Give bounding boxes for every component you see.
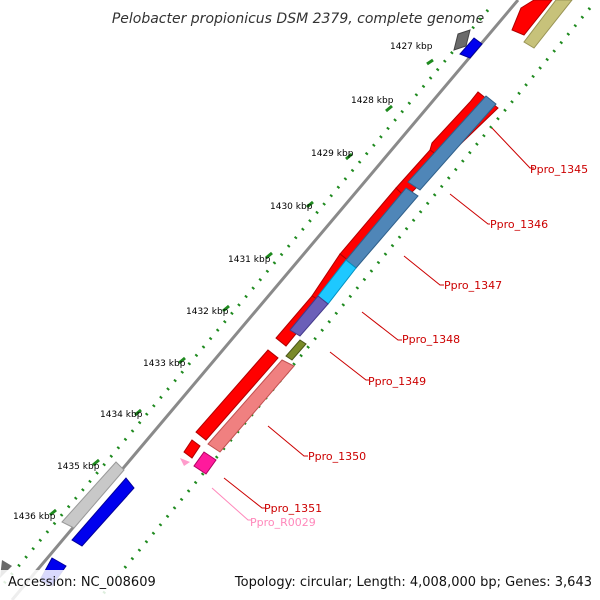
tick-mark [426,58,434,66]
kbp-label: 1434 kbp [100,410,143,420]
gene-feature[interactable] [195,349,279,441]
outer-dotted-ring [0,9,490,589]
gene-leaders [211,127,534,521]
genome-summary-text: Topology: circular; Length: 4,008,000 bp… [234,575,592,590]
kbp-label: 1436 kbp [13,512,56,522]
gene-label[interactable]: Ppro_1348 [402,333,460,346]
kbp-label: 1431 kbp [228,255,271,265]
tick-mark [49,508,57,517]
leader-line [329,351,370,381]
gene-feature[interactable] [180,458,190,466]
kbp-label: 1430 kbp [270,202,313,212]
gene-feature[interactable] [285,339,307,361]
gene-label[interactable]: Ppro_1345 [530,163,588,176]
leader-line [491,127,534,169]
leader-line [361,311,402,341]
tick-mark [265,251,273,260]
gene-feature[interactable] [207,359,295,453]
gene-feature[interactable] [511,0,553,36]
gene-label[interactable]: Ppro_1351 [264,502,322,515]
tick-mark [222,304,230,313]
kbp-label: 1429 kbp [311,149,354,159]
leader-line [403,255,444,286]
gene-feature[interactable] [183,439,201,459]
kbp-label: 1435 kbp [57,462,100,472]
gene-feature[interactable] [459,37,483,59]
tick-mark [134,408,142,417]
leader-line [449,193,490,225]
footer-backdrop [0,570,600,600]
gene-label[interactable]: Ppro_1349 [368,375,426,388]
kbp-labels: 1427 kbp 1428 kbp 1429 kbp 1430 kbp 1431… [13,42,433,522]
gene-feature[interactable] [289,295,329,337]
kbp-ticks [49,58,434,517]
leader-line [211,487,252,521]
tick-mark [178,356,186,365]
tick-mark [92,458,100,467]
gene-feature[interactable] [61,461,125,529]
tick-mark [385,104,393,113]
gene-feature[interactable] [407,95,497,191]
gene-feature[interactable] [71,477,135,547]
reverse-strand-genes [193,0,573,475]
tick-mark [306,200,314,209]
leader-line [223,477,266,509]
inner-dotted-ring [96,7,592,600]
tick-mark [345,152,353,161]
kbp-label: 1427 kbp [390,42,433,52]
gene-label[interactable]: Ppro_1347 [444,279,502,292]
gene-feature[interactable] [193,451,217,475]
kbp-label: 1433 kbp [143,359,186,369]
leader-line [267,425,308,457]
gene-label[interactable]: Ppro_R0029 [250,516,316,529]
accession-text: Accession: NC_008609 [8,575,156,590]
gene-label[interactable]: Ppro_1346 [490,218,548,231]
gene-label[interactable]: Ppro_1350 [308,450,366,463]
kbp-label: 1432 kbp [186,307,229,317]
map-title: Pelobacter propionicus DSM 2379, complet… [112,11,484,27]
kbp-label: 1428 kbp [351,96,394,106]
gene-feature[interactable] [523,0,573,49]
gene-feature[interactable] [453,29,471,51]
forward-strand-genes [0,0,553,587]
gene-labels: Ppro_1345 Ppro_1346 Ppro_1347 Ppro_1348 … [250,163,588,529]
